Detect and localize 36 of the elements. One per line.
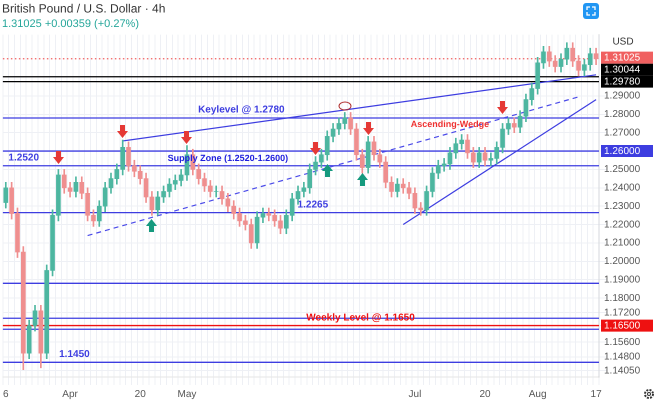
y-tick-label: 1.27000 <box>604 127 641 138</box>
x-tick-label: Jul <box>408 388 422 400</box>
x-tick-label: 6 <box>3 388 10 400</box>
ref-line-label: 1.1450 <box>59 349 90 360</box>
y-tick-label: 1.17200 <box>604 307 641 318</box>
y-tick-label: 1.14050 <box>604 365 641 376</box>
candlestick <box>214 186 219 198</box>
x-tick-label: Apr <box>62 388 79 400</box>
x-tick-label: Aug <box>528 388 547 400</box>
y-tick-label: 1.25000 <box>604 164 641 176</box>
ref-line-label: Keylevel @ 1.2780 <box>198 104 285 116</box>
x-tick-label: 20 <box>134 388 146 400</box>
y-tick-label: 1.20000 <box>604 256 641 268</box>
x-tick-label: 17 <box>590 388 602 400</box>
ref-line-label: 1.30044 <box>604 64 641 76</box>
y-tick-label: 1.21000 <box>604 238 641 249</box>
y-tick-label: 1.23000 <box>604 200 641 212</box>
y-tick-label: 1.16500 <box>604 320 641 332</box>
chart-title: British Pound / U.S. Dollar · 4h <box>2 2 166 16</box>
chart-subtitle: 1.31025 +0.00359 (+0.27%) <box>2 18 140 30</box>
text: USD <box>612 36 634 48</box>
y-tick-label: 1.14800 <box>604 352 641 363</box>
ref-line-label: 1.2520 <box>8 152 40 164</box>
y-tick-label: 1.15600 <box>604 336 641 348</box>
ref-line-label: 1.31025 <box>604 52 641 64</box>
x-tick-label: 20 <box>479 388 492 400</box>
y-tick-label: 1.28000 <box>604 109 641 120</box>
y-tick-label: 1.29000 <box>604 90 641 102</box>
y-tick-label: 1.19000 <box>604 274 641 286</box>
y-tick-label: 1.18000 <box>604 292 641 304</box>
ref-line-label: 1.2265 <box>298 199 329 210</box>
x-tick-label: May <box>178 388 196 400</box>
y-tick-label: 1.22000 <box>604 219 641 230</box>
y-tick-label: 1.26000 <box>604 146 641 157</box>
y-tick-label: 1.24000 <box>604 182 641 194</box>
ref-line-label: 1.29780 <box>604 76 641 88</box>
